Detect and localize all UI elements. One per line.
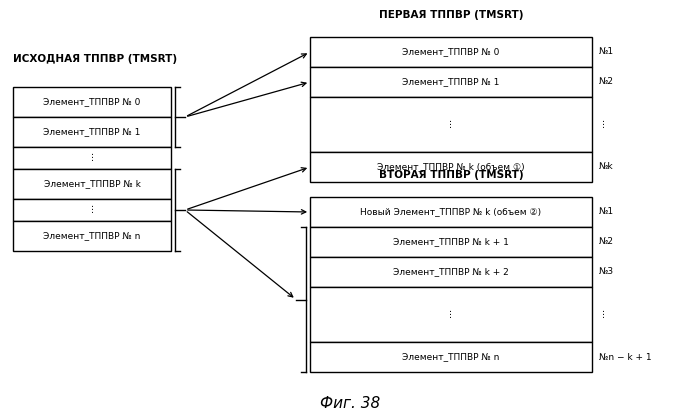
Text: ⋮: ⋮ bbox=[447, 120, 456, 129]
Text: Элемент_ТППВР № 0: Элемент_ТППВР № 0 bbox=[43, 98, 141, 106]
Text: №1: №1 bbox=[599, 208, 614, 216]
Bar bbox=[13, 199, 171, 221]
Text: Фиг. 38: Фиг. 38 bbox=[320, 395, 380, 410]
Text: №n − k + 1: №n − k + 1 bbox=[599, 352, 652, 362]
Bar bbox=[310, 342, 592, 372]
Text: №k: №k bbox=[599, 163, 614, 171]
Text: Элемент_ТППВР № 1: Элемент_ТППВР № 1 bbox=[43, 128, 141, 136]
Bar bbox=[13, 169, 171, 199]
Bar bbox=[310, 197, 592, 227]
Text: ВТОРАЯ ТППВР (TMSRT): ВТОРАЯ ТППВР (TMSRT) bbox=[379, 170, 524, 180]
Bar bbox=[310, 287, 592, 342]
Text: №1: №1 bbox=[599, 48, 614, 56]
Bar bbox=[310, 97, 592, 152]
Text: Новый Элемент_ТППВР № k (объем ②): Новый Элемент_ТППВР № k (объем ②) bbox=[360, 208, 542, 216]
Text: Элемент_ТППВР № k + 1: Элемент_ТППВР № k + 1 bbox=[393, 238, 509, 246]
Text: ⋮: ⋮ bbox=[599, 120, 608, 129]
Text: №2: №2 bbox=[599, 78, 614, 86]
Text: ⋮: ⋮ bbox=[88, 206, 97, 214]
Bar bbox=[13, 87, 171, 117]
Text: №3: №3 bbox=[599, 267, 614, 276]
Text: Элемент_ТППВР № n: Элемент_ТППВР № n bbox=[402, 352, 500, 362]
Bar bbox=[13, 117, 171, 147]
Bar bbox=[310, 37, 592, 67]
Text: Элемент_ТППВР № k + 2: Элемент_ТППВР № k + 2 bbox=[393, 267, 509, 276]
Bar bbox=[13, 147, 171, 169]
Text: Элемент_ТППВР № n: Элемент_ТППВР № n bbox=[43, 231, 141, 241]
Text: Элемент_ТППВР № k: Элемент_ТППВР № k bbox=[43, 179, 141, 188]
Bar bbox=[13, 221, 171, 251]
Bar bbox=[310, 257, 592, 287]
Text: ИСХОДНАЯ ТППВР (TMSRT): ИСХОДНАЯ ТППВР (TMSRT) bbox=[13, 54, 177, 64]
Text: №2: №2 bbox=[599, 238, 614, 246]
Bar bbox=[310, 152, 592, 182]
Text: Элемент_ТППВР № k (объем ①): Элемент_ТППВР № k (объем ①) bbox=[377, 163, 525, 171]
Text: ⋮: ⋮ bbox=[88, 153, 97, 163]
Bar bbox=[310, 67, 592, 97]
Text: Элемент_ТППВР № 0: Элемент_ТППВР № 0 bbox=[402, 48, 500, 56]
Text: Элемент_ТППВР № 1: Элемент_ТППВР № 1 bbox=[402, 78, 500, 86]
Text: ⋮: ⋮ bbox=[447, 310, 456, 319]
Text: ПЕРВАЯ ТППВР (TMSRT): ПЕРВАЯ ТППВР (TMSRT) bbox=[379, 10, 524, 20]
Bar bbox=[310, 227, 592, 257]
Text: ⋮: ⋮ bbox=[599, 310, 608, 319]
